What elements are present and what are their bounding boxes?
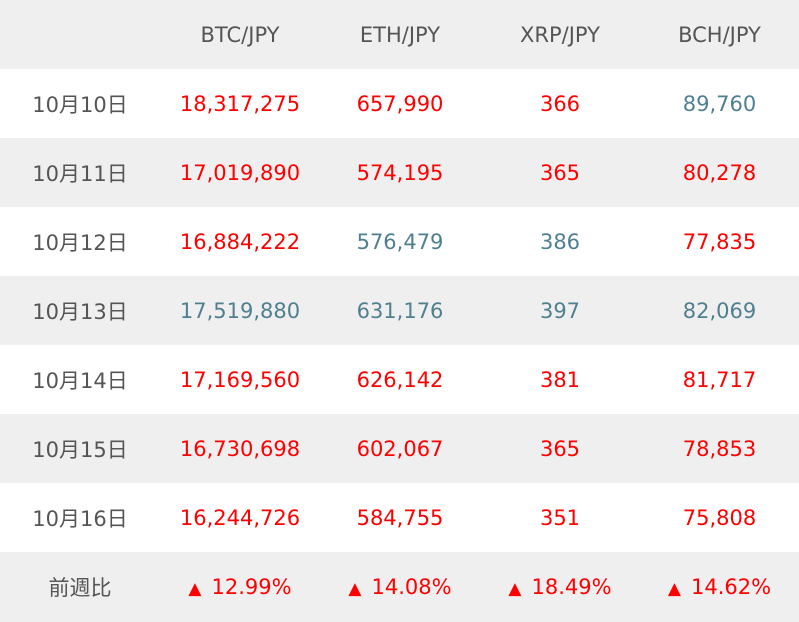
up-triangle-icon: ▲ (508, 579, 522, 599)
up-triangle-icon: ▲ (348, 579, 362, 599)
price-cell-btc: 16,884,222 (160, 207, 320, 276)
price-cell-eth: 602,067 (320, 414, 480, 483)
price-cell-bch: 89,760 (640, 69, 799, 138)
row-date: 10月11日 (0, 138, 160, 207)
price-cell-eth: 631,176 (320, 276, 480, 345)
weekly-change-label: 前週比 (0, 552, 160, 622)
weekly-change-bch: ▲ 14.62% (640, 552, 799, 622)
row-date: 10月14日 (0, 345, 160, 414)
change-value: 14.62% (691, 575, 772, 599)
header-row: BTC/JPY ETH/JPY XRP/JPY BCH/JPY (0, 0, 799, 69)
price-cell-btc: 18,317,275 (160, 69, 320, 138)
weekly-change-btc: ▲ 12.99% (160, 552, 320, 622)
price-cell-eth: 657,990 (320, 69, 480, 138)
row-date: 10月15日 (0, 414, 160, 483)
row-date: 10月10日 (0, 69, 160, 138)
price-cell-xrp: 381 (480, 345, 640, 414)
weekly-change-eth: ▲ 14.08% (320, 552, 480, 622)
price-cell-bch: 80,278 (640, 138, 799, 207)
weekly-change-xrp: ▲ 18.49% (480, 552, 640, 622)
price-cell-bch: 75,808 (640, 483, 799, 552)
table-row: 10月16日 16,244,726 584,755 351 75,808 (0, 483, 799, 552)
up-triangle-icon: ▲ (188, 579, 202, 599)
price-cell-btc: 17,519,880 (160, 276, 320, 345)
price-cell-bch: 81,717 (640, 345, 799, 414)
price-cell-btc: 17,169,560 (160, 345, 320, 414)
column-header-date (0, 0, 160, 69)
price-cell-eth: 576,479 (320, 207, 480, 276)
price-cell-xrp: 366 (480, 69, 640, 138)
price-cell-xrp: 365 (480, 138, 640, 207)
column-header-xrp: XRP/JPY (480, 0, 640, 69)
table-row: 10月13日 17,519,880 631,176 397 82,069 (0, 276, 799, 345)
price-cell-btc: 17,019,890 (160, 138, 320, 207)
price-cell-bch: 78,853 (640, 414, 799, 483)
table-row: 10月15日 16,730,698 602,067 365 78,853 (0, 414, 799, 483)
row-date: 10月13日 (0, 276, 160, 345)
table-row: 10月10日 18,317,275 657,990 366 89,760 (0, 69, 799, 138)
price-cell-bch: 82,069 (640, 276, 799, 345)
price-cell-eth: 626,142 (320, 345, 480, 414)
column-header-btc: BTC/JPY (160, 0, 320, 69)
price-cell-xrp: 386 (480, 207, 640, 276)
price-cell-xrp: 365 (480, 414, 640, 483)
change-value: 14.08% (371, 575, 452, 599)
price-cell-xrp: 351 (480, 483, 640, 552)
row-date: 10月12日 (0, 207, 160, 276)
price-cell-bch: 77,835 (640, 207, 799, 276)
table-row: 10月14日 17,169,560 626,142 381 81,717 (0, 345, 799, 414)
up-triangle-icon: ▲ (667, 579, 681, 599)
row-date: 10月16日 (0, 483, 160, 552)
change-value: 12.99% (211, 575, 292, 599)
price-cell-eth: 574,195 (320, 138, 480, 207)
price-cell-eth: 584,755 (320, 483, 480, 552)
table-row: 10月11日 17,019,890 574,195 365 80,278 (0, 138, 799, 207)
weekly-change-row: 前週比 ▲ 12.99% ▲ 14.08% ▲ 18.49% ▲ 14.62% (0, 552, 799, 622)
table-row: 10月12日 16,884,222 576,479 386 77,835 (0, 207, 799, 276)
price-cell-btc: 16,730,698 (160, 414, 320, 483)
change-value: 18.49% (531, 575, 612, 599)
column-header-bch: BCH/JPY (640, 0, 799, 69)
price-cell-xrp: 397 (480, 276, 640, 345)
price-cell-btc: 16,244,726 (160, 483, 320, 552)
column-header-eth: ETH/JPY (320, 0, 480, 69)
